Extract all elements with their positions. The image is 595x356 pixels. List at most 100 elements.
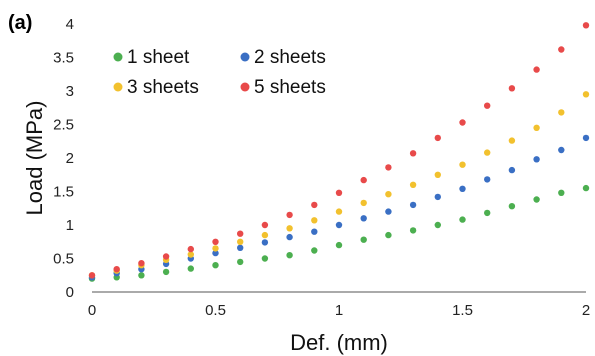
axes: 0 0.5 1 1.5 2 0 0.5 1 1.5 2 2.5 3 3.5 4 (53, 16, 590, 319)
data-point (286, 233, 293, 241)
data-point (261, 231, 269, 239)
x-tick-label: 1.5 (452, 302, 473, 319)
data-point (311, 247, 318, 254)
data-point (187, 245, 194, 253)
data-point (484, 149, 491, 156)
legend-marker (240, 52, 250, 62)
data-point (484, 209, 491, 217)
data-point (434, 171, 441, 178)
data-point (286, 225, 293, 232)
data-point (508, 85, 516, 92)
y-axis-title: Load (MPa) (22, 101, 47, 216)
x-tick-label: 0.5 (205, 302, 226, 319)
data-point (484, 176, 491, 183)
legend-marker (113, 82, 123, 92)
data-point (187, 251, 194, 258)
legend: 1 sheet 2 sheets 3 sheets 5 sheets (113, 47, 326, 98)
data-point (558, 109, 565, 116)
data-point (582, 184, 590, 192)
data-point (508, 137, 516, 144)
data-point (360, 176, 367, 184)
series-4 (88, 22, 590, 279)
data-point (459, 185, 466, 192)
y-tick-label: 3.5 (53, 50, 74, 67)
data-point (212, 238, 219, 245)
y-tick-label: 4 (66, 16, 74, 33)
data-point (409, 150, 417, 157)
data-point (434, 134, 441, 142)
data-point (409, 201, 417, 209)
data-point (335, 241, 343, 249)
x-tick-label: 0 (88, 302, 96, 319)
data-point (360, 199, 367, 207)
series-3 (88, 91, 590, 279)
panel-label: (a) (8, 12, 32, 34)
data-point (286, 211, 293, 219)
data-point (533, 66, 540, 73)
data-point (582, 22, 590, 29)
data-point (558, 189, 565, 196)
data-point (508, 166, 516, 174)
legend-label: 5 sheets (254, 77, 326, 98)
data-point (138, 260, 145, 267)
x-axis-title: Def. (mm) (290, 330, 388, 355)
data-point (162, 268, 170, 276)
data-point (237, 238, 244, 245)
data-point (434, 221, 441, 229)
data-point (212, 262, 219, 269)
y-tick-label: 3 (66, 83, 74, 100)
legend-item: 3 sheets (113, 77, 199, 98)
data-point (162, 253, 170, 260)
data-point (533, 196, 540, 203)
data-point (261, 239, 269, 246)
data-point (286, 252, 293, 259)
legend-label: 2 sheets (254, 47, 326, 68)
data-point (533, 156, 540, 163)
data-point (409, 227, 417, 234)
data-point (88, 272, 96, 279)
data-point (335, 208, 343, 215)
data-point (311, 201, 318, 209)
y-tick-label: 1.5 (53, 184, 74, 201)
data-point (261, 255, 269, 262)
data-point (434, 193, 441, 201)
x-tick-label: 2 (582, 302, 590, 319)
data-point (385, 191, 392, 198)
data-point (212, 249, 219, 257)
data-point (484, 102, 491, 109)
data-point (385, 231, 392, 239)
data-point (459, 216, 466, 223)
data-point (187, 265, 194, 272)
data-point (508, 203, 516, 210)
data-point (237, 258, 244, 266)
legend-marker (113, 52, 123, 62)
data-point (335, 221, 343, 229)
data-point (385, 208, 392, 215)
x-tick-label: 1 (335, 302, 343, 319)
legend-item: 5 sheets (240, 77, 326, 98)
legend-item: 1 sheet (113, 47, 190, 68)
y-tick-label: 0.5 (53, 251, 74, 268)
data-points (88, 22, 590, 282)
y-tick-label: 1 (66, 217, 74, 234)
y-tick-label: 2.5 (53, 117, 74, 134)
y-tick-label: 2 (66, 150, 74, 167)
data-point (113, 266, 120, 273)
legend-item: 2 sheets (240, 47, 326, 68)
data-point (311, 217, 318, 224)
data-point (335, 189, 343, 196)
data-point (533, 124, 540, 131)
y-tick-label: 0 (66, 284, 74, 301)
data-point (237, 230, 244, 237)
legend-marker (240, 82, 250, 92)
data-point (212, 245, 219, 252)
data-point (582, 134, 590, 142)
series-1 (88, 184, 590, 282)
data-point (459, 119, 466, 126)
data-point (261, 221, 269, 229)
data-point (582, 91, 590, 98)
data-point (558, 46, 565, 53)
legend-label: 1 sheet (127, 47, 190, 68)
legend-label: 3 sheets (127, 77, 199, 98)
